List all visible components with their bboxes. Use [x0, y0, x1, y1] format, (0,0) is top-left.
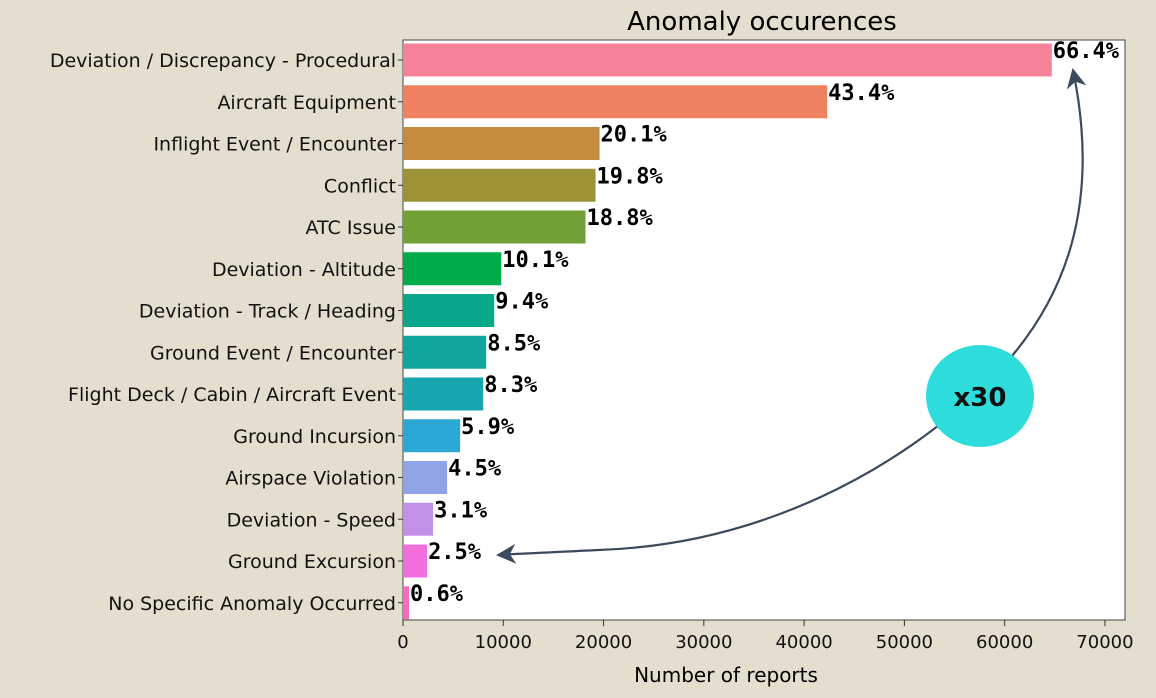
- data-label: 10.1%: [502, 248, 569, 273]
- data-label: 2.5%: [428, 540, 482, 565]
- category-label: Deviation - Track / Heading: [139, 301, 396, 323]
- category-label: Ground Incursion: [233, 426, 396, 448]
- data-label: 43.4%: [828, 81, 895, 106]
- category-label: Flight Deck / Cabin / Aircraft Event: [68, 384, 396, 406]
- x-tick-label: 30000: [675, 632, 732, 653]
- category-label: Inflight Event / Encounter: [153, 134, 396, 156]
- bar: [403, 127, 600, 160]
- data-label: 18.8%: [587, 206, 654, 231]
- data-label: 5.9%: [461, 415, 515, 440]
- bar: [403, 377, 484, 411]
- data-label: 66.4%: [1053, 39, 1120, 64]
- ratio-badge: [926, 345, 1034, 447]
- x-axis-label: Number of reports: [634, 663, 818, 687]
- bar: [403, 43, 1052, 77]
- x-tick-label: 40000: [775, 632, 832, 653]
- data-label: 8.5%: [487, 331, 541, 356]
- bar: [403, 335, 487, 369]
- category-label: Conflict: [324, 175, 396, 197]
- data-label: 19.8%: [597, 164, 664, 189]
- category-label: Deviation - Speed: [227, 509, 396, 531]
- category-label: Deviation / Discrepancy - Procedural: [50, 50, 396, 72]
- data-label: 3.1%: [434, 498, 488, 523]
- bar: [403, 461, 448, 494]
- x-tick-label: 20000: [575, 632, 632, 653]
- bar: [403, 252, 502, 286]
- category-label: No Specific Anomaly Occurred: [108, 593, 396, 615]
- category-label: Deviation - Altitude: [212, 259, 396, 281]
- bar: [403, 85, 828, 119]
- data-label: 0.6%: [410, 582, 464, 607]
- ratio-badge-label: x30: [954, 383, 1007, 413]
- bar: [403, 586, 410, 620]
- x-tick-label: 60000: [976, 632, 1033, 653]
- category-label: Airspace Violation: [225, 468, 396, 490]
- bar: [403, 168, 596, 202]
- x-tick-label: 50000: [876, 632, 933, 653]
- ratio-arrow: [496, 68, 1087, 564]
- data-label: 4.5%: [448, 457, 502, 482]
- bar: [403, 210, 586, 244]
- category-label: Ground Event / Encounter: [150, 342, 396, 364]
- category-label: ATC Issue: [306, 217, 396, 239]
- x-tick-label: 70000: [1076, 632, 1133, 653]
- bar: [403, 419, 461, 453]
- category-label: Aircraft Equipment: [217, 92, 396, 114]
- data-label: 20.1%: [601, 123, 668, 148]
- category-label: Ground Excursion: [228, 551, 396, 573]
- x-tick-label: 0: [397, 632, 408, 653]
- bar: [403, 544, 428, 578]
- bar: [403, 502, 434, 536]
- x-tick-label: 10000: [475, 632, 532, 653]
- bar: [403, 294, 495, 327]
- data-label: 8.3%: [484, 373, 538, 398]
- chart-title: Anomaly occurences: [627, 7, 897, 37]
- data-label: 9.4%: [495, 290, 549, 315]
